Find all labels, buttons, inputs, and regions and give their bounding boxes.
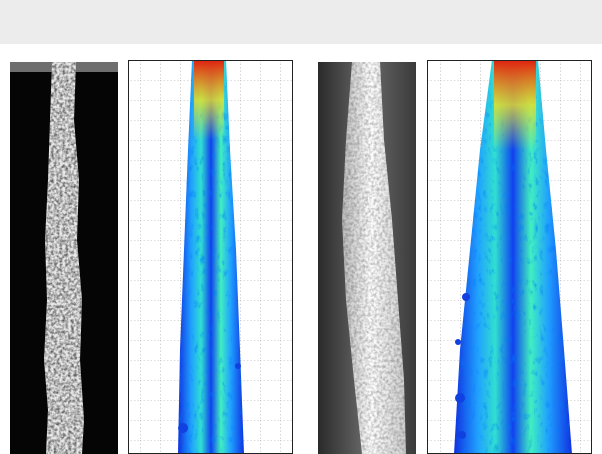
contour-plot-1: [128, 60, 293, 454]
page: [0, 0, 602, 454]
figure: [0, 0, 602, 454]
jet-photo-1: [10, 62, 118, 454]
spray-photo-2: [318, 62, 416, 454]
contour-plot-2: [427, 60, 592, 454]
top-bar: [0, 0, 602, 44]
